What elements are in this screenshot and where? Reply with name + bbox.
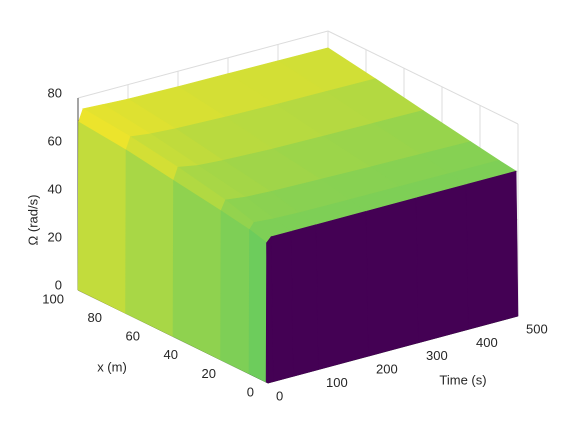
z-tick-label: 80 [48,85,62,100]
surface-patch [125,149,174,337]
y-tick-label: 400 [476,335,498,350]
surface-patch [172,179,222,361]
surface-patch [315,210,369,370]
y-tick-label: 0 [276,388,283,403]
y-tick-label: 500 [526,321,548,336]
surface-patch [220,210,250,375]
surface-patch [77,121,127,314]
grid-line [327,30,519,125]
y-axis-label: Time (s) [439,372,486,387]
x-axis-label: x (m) [97,359,127,374]
surface-patch [415,184,469,344]
x-tick-label: 100 [42,291,64,306]
grid-line [77,30,329,99]
surface-patch [248,228,267,383]
surface-patch [265,242,269,384]
surface-patch [290,224,319,377]
x-tick-label: 80 [88,310,102,325]
x-tick-label: 20 [202,366,216,381]
surface-patch [270,231,294,383]
y-tick-label: 100 [326,375,348,390]
x-tick-label: 40 [164,347,178,362]
z-tick-label: 60 [48,133,62,148]
z-tick-label: 20 [48,229,62,244]
surface-patch [465,170,519,330]
z-tick-label: 40 [48,181,62,196]
x-tick-label: 60 [126,329,140,344]
surface-patch [365,197,419,357]
y-tick-label: 300 [426,348,448,363]
y-tick-label: 200 [376,362,398,377]
x-tick-label: 0 [247,384,254,399]
z-tick-label: 0 [55,277,62,292]
z-axis-label: Ω (rad/s) [25,195,40,246]
